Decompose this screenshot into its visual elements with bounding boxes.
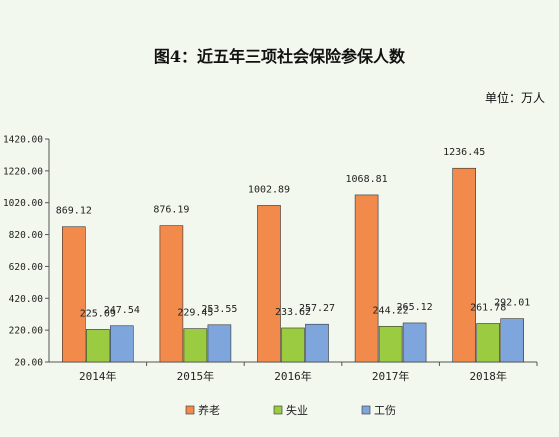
bar-养老 [257, 205, 281, 363]
data-label: 229.45 [177, 308, 213, 319]
x-tick-label: 2014年 [79, 369, 117, 383]
legend-label: 失业 [286, 404, 308, 417]
data-label: 1002.89 [248, 184, 290, 195]
data-label: 225.09 [80, 308, 116, 319]
bar-养老 [354, 194, 379, 363]
data-label: 257.27 [299, 303, 335, 314]
data-label: 1068.81 [346, 174, 388, 185]
x-tick-label: 2017年 [372, 369, 410, 383]
data-label: 253.55 [201, 304, 237, 315]
bar-失业 [183, 328, 208, 363]
legend-label: 工伤 [374, 404, 396, 417]
bar-失业 [281, 327, 305, 363]
bar-工伤 [110, 325, 134, 363]
bar-养老 [452, 167, 477, 363]
data-label: 869.12 [56, 206, 92, 217]
bar-工伤 [500, 318, 525, 363]
legend-swatch-失业 [273, 405, 283, 415]
bar-工伤 [305, 323, 329, 363]
bar-养老 [159, 225, 184, 363]
bar-工伤 [402, 322, 427, 363]
data-label: 876.19 [153, 205, 189, 216]
y-tick-label: 1420.00 [3, 135, 43, 146]
data-label: 1236.45 [443, 147, 485, 158]
bar-失业 [378, 325, 403, 363]
unit-label: 单位：万人 [484, 91, 545, 105]
x-tick-label: 2016年 [274, 369, 312, 383]
x-tick-label: 2018年 [469, 369, 507, 383]
chart-title: 图4：近五年三项社会保险参保人数 [153, 47, 406, 66]
y-tick-label: 1020.00 [3, 198, 43, 209]
data-label: 244.22 [373, 305, 409, 316]
bar-工伤 [207, 324, 232, 363]
legend-swatch-工伤 [361, 405, 371, 415]
legend-label: 养老 [198, 403, 220, 417]
data-label: 265.12 [397, 302, 433, 313]
bar-失业 [476, 323, 501, 363]
bar-养老 [61, 226, 86, 363]
data-label: 247.54 [104, 305, 140, 316]
legend-swatch-养老 [185, 405, 195, 415]
y-tick-label: 20.00 [14, 358, 43, 369]
data-label: 261.78 [470, 302, 506, 313]
y-tick-label: 820.00 [9, 230, 44, 241]
bar-失业 [86, 329, 110, 363]
data-label: 292.01 [494, 298, 530, 309]
y-tick-label: 1220.00 [3, 166, 43, 177]
y-tick-label: 420.00 [9, 294, 44, 305]
data-label: 233.62 [275, 307, 311, 318]
y-tick-label: 220.00 [9, 326, 44, 337]
x-tick-label: 2015年 [177, 369, 215, 383]
y-tick-label: 620.00 [9, 262, 44, 273]
